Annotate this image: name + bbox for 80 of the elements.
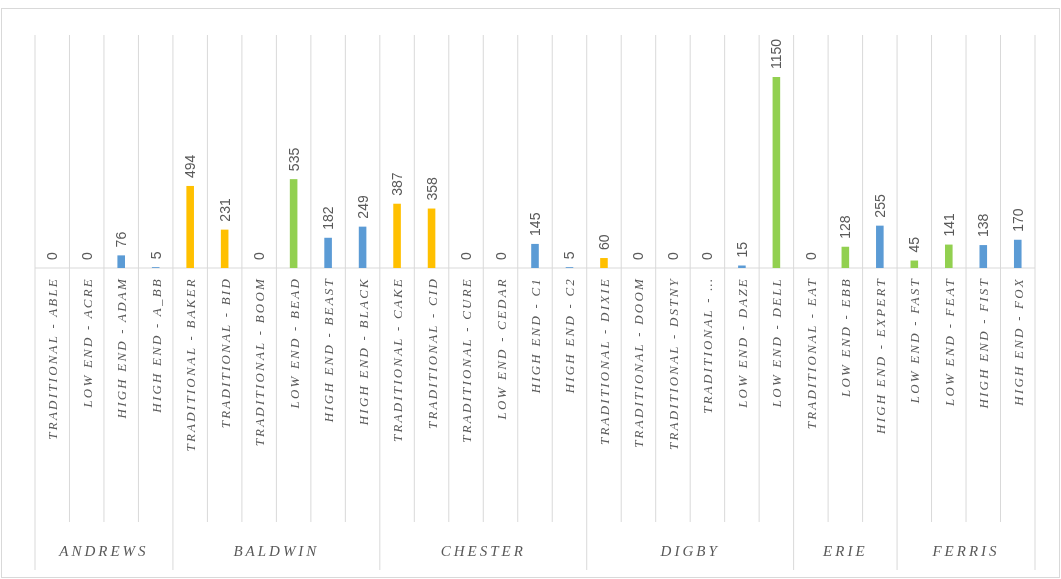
bar — [841, 246, 850, 268]
data-label: 494 — [182, 154, 199, 178]
data-label: 0 — [630, 252, 647, 260]
x-tick-label: TRADITIONAL - BOOM — [252, 277, 268, 447]
x-tick-label: TRADITIONAL - DIXIE — [596, 277, 612, 445]
bar — [220, 229, 229, 268]
data-label: 5 — [147, 251, 164, 260]
bar — [600, 258, 608, 268]
text: CHESTER — [440, 543, 526, 559]
x-tick-label: TRADITIONAL - CID — [424, 277, 440, 430]
bar — [186, 185, 194, 268]
x-tick-label: LOW END - DAZE — [734, 277, 750, 409]
bar — [772, 77, 781, 268]
data-label: 141 — [940, 213, 957, 237]
bar — [117, 255, 125, 268]
bar — [358, 226, 367, 268]
data-label: 0 — [802, 252, 819, 260]
x-tick-label: TRADITIONAL - EAT — [803, 277, 819, 430]
bar — [1013, 239, 1022, 268]
x-tick-label: LOW END - FAST — [907, 277, 923, 405]
data-label: 15 — [733, 241, 750, 258]
x-tick-label: HIGH END - EXPERT — [872, 277, 888, 435]
x-tick-label: LOW END - CEDAR — [493, 277, 509, 421]
x-tick-label: TRADITIONAL - CAKE — [390, 277, 406, 443]
text: ERIE — [822, 543, 868, 559]
data-label: 60 — [595, 234, 612, 251]
data-label: 0 — [44, 252, 61, 260]
data-label: 45 — [906, 236, 923, 253]
x-tick-label: HIGH END - BEAST — [321, 277, 337, 424]
data-label: 0 — [699, 252, 716, 260]
x-tick-label: HIGH END - BLACK — [355, 277, 371, 427]
x-tick-label: TRADITIONAL - DOOM — [631, 277, 647, 448]
data-label: 76 — [113, 231, 130, 248]
x-tick-label: HIGH END - C2 — [562, 277, 578, 395]
text: DIGBY — [659, 543, 720, 559]
x-tick-label: LOW END - FEAT — [941, 277, 957, 407]
bar — [324, 237, 332, 268]
data-label: 255 — [871, 194, 888, 218]
data-label: 535 — [285, 147, 302, 172]
x-tick-label: HIGH END - C1 — [528, 277, 543, 395]
x-tick-label: HIGH END - FIST — [976, 277, 992, 410]
bar — [531, 243, 539, 268]
data-label: 182 — [320, 206, 337, 230]
data-label: 128 — [837, 215, 854, 239]
data-label: 0 — [492, 252, 509, 260]
x-tick-label: HIGH END - A_BB — [148, 277, 164, 414]
data-label: 231 — [216, 198, 233, 222]
data-label: 387 — [389, 172, 406, 196]
x-tick-label: LOW END - ACRE — [79, 277, 95, 409]
x-tick-label: HIGH END - FOX — [1010, 277, 1026, 407]
x-tick-label: LOW END - EBB — [838, 277, 854, 398]
x-tick-label: LOW END - DELL — [769, 277, 785, 409]
data-label: 358 — [423, 176, 440, 201]
x-tick-label: TRADITIONAL - DSTNY — [665, 277, 681, 451]
data-label: 5 — [561, 251, 578, 260]
bar — [393, 203, 401, 268]
data-label: 249 — [354, 195, 371, 219]
data-label: 0 — [458, 252, 475, 260]
x-tick-label: HIGH END - ADAM — [114, 277, 130, 420]
text: BALDWIN — [233, 543, 320, 559]
x-tick-label: TRADITIONAL - BAKER — [183, 277, 199, 452]
data-label: 0 — [251, 252, 268, 260]
data-label: 0 — [78, 252, 95, 260]
data-label: 145 — [527, 212, 543, 236]
bar — [289, 179, 298, 268]
data-label: 0 — [664, 252, 681, 260]
data-label: 170 — [1009, 208, 1026, 232]
x-tick-label: TRADITIONAL - … — [700, 277, 716, 414]
bar — [945, 244, 953, 268]
x-tick-label: TRADITIONAL - BID — [217, 277, 233, 429]
bar — [979, 245, 988, 268]
bar — [427, 208, 436, 268]
bar — [876, 225, 884, 268]
x-tick-label: LOW END - BEAD — [286, 277, 302, 410]
text: FERRIS — [931, 543, 1000, 559]
x-tick-label: TRADITIONAL - CURE — [459, 277, 475, 443]
x-tick-label: TRADITIONAL - ABLE — [45, 277, 61, 440]
data-label: 138 — [975, 213, 992, 238]
data-label: 1150 — [768, 38, 785, 69]
text: ANDREWS — [58, 543, 149, 559]
